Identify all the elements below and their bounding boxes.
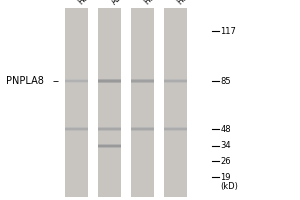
Bar xyxy=(164,80,187,81)
Text: HUVEC: HUVEC xyxy=(142,0,168,6)
Bar xyxy=(65,80,88,81)
Bar xyxy=(98,147,121,148)
Text: 117: 117 xyxy=(220,26,236,36)
Bar xyxy=(98,145,121,146)
Text: 48: 48 xyxy=(220,124,231,134)
Bar xyxy=(65,80,88,81)
Bar xyxy=(164,80,187,81)
Bar xyxy=(98,128,121,129)
Bar xyxy=(164,82,187,83)
Bar xyxy=(98,82,121,83)
Text: --: -- xyxy=(52,76,59,86)
Bar xyxy=(98,8,121,197)
Bar xyxy=(98,129,121,130)
Bar xyxy=(131,127,154,128)
Text: 19: 19 xyxy=(220,172,231,182)
Bar xyxy=(98,80,121,81)
Bar xyxy=(98,144,121,145)
Bar xyxy=(131,79,154,80)
Text: PNPLA8: PNPLA8 xyxy=(6,76,44,86)
Bar xyxy=(98,127,121,128)
Bar xyxy=(65,127,88,128)
Bar xyxy=(65,8,88,197)
Bar xyxy=(65,81,88,82)
Bar xyxy=(98,81,121,82)
Bar xyxy=(65,128,88,129)
Bar xyxy=(164,79,187,80)
Bar xyxy=(98,130,121,131)
Bar xyxy=(98,79,121,80)
Bar xyxy=(65,130,88,131)
Bar xyxy=(164,130,187,131)
Bar xyxy=(164,128,187,129)
Bar xyxy=(98,144,121,145)
Text: 26: 26 xyxy=(220,156,231,166)
Bar xyxy=(98,145,121,146)
Bar xyxy=(131,128,154,129)
Bar xyxy=(65,128,88,129)
Bar xyxy=(131,79,154,80)
Bar xyxy=(131,8,154,197)
Bar xyxy=(131,80,154,81)
Text: HeLa: HeLa xyxy=(76,0,97,6)
Text: HUVEC: HUVEC xyxy=(176,0,201,6)
Bar xyxy=(131,80,154,81)
Bar xyxy=(131,130,154,131)
Bar xyxy=(98,128,121,129)
Bar xyxy=(164,8,187,197)
Bar xyxy=(131,81,154,82)
Bar xyxy=(98,130,121,131)
Bar xyxy=(164,81,187,82)
Bar xyxy=(65,129,88,130)
Bar xyxy=(131,130,154,131)
Text: A549: A549 xyxy=(110,0,130,6)
Bar xyxy=(98,79,121,80)
Text: 34: 34 xyxy=(220,142,231,150)
Bar xyxy=(65,79,88,80)
Bar xyxy=(131,82,154,83)
Bar xyxy=(164,130,187,131)
Text: 85: 85 xyxy=(220,76,231,86)
Bar xyxy=(131,129,154,130)
Bar xyxy=(164,127,187,128)
Bar xyxy=(164,79,187,80)
Text: (kD): (kD) xyxy=(220,182,238,191)
Bar xyxy=(65,79,88,80)
Bar xyxy=(131,128,154,129)
Bar xyxy=(65,82,88,83)
Bar xyxy=(98,80,121,81)
Bar xyxy=(164,129,187,130)
Bar xyxy=(98,146,121,147)
Bar xyxy=(65,130,88,131)
Bar xyxy=(164,128,187,129)
